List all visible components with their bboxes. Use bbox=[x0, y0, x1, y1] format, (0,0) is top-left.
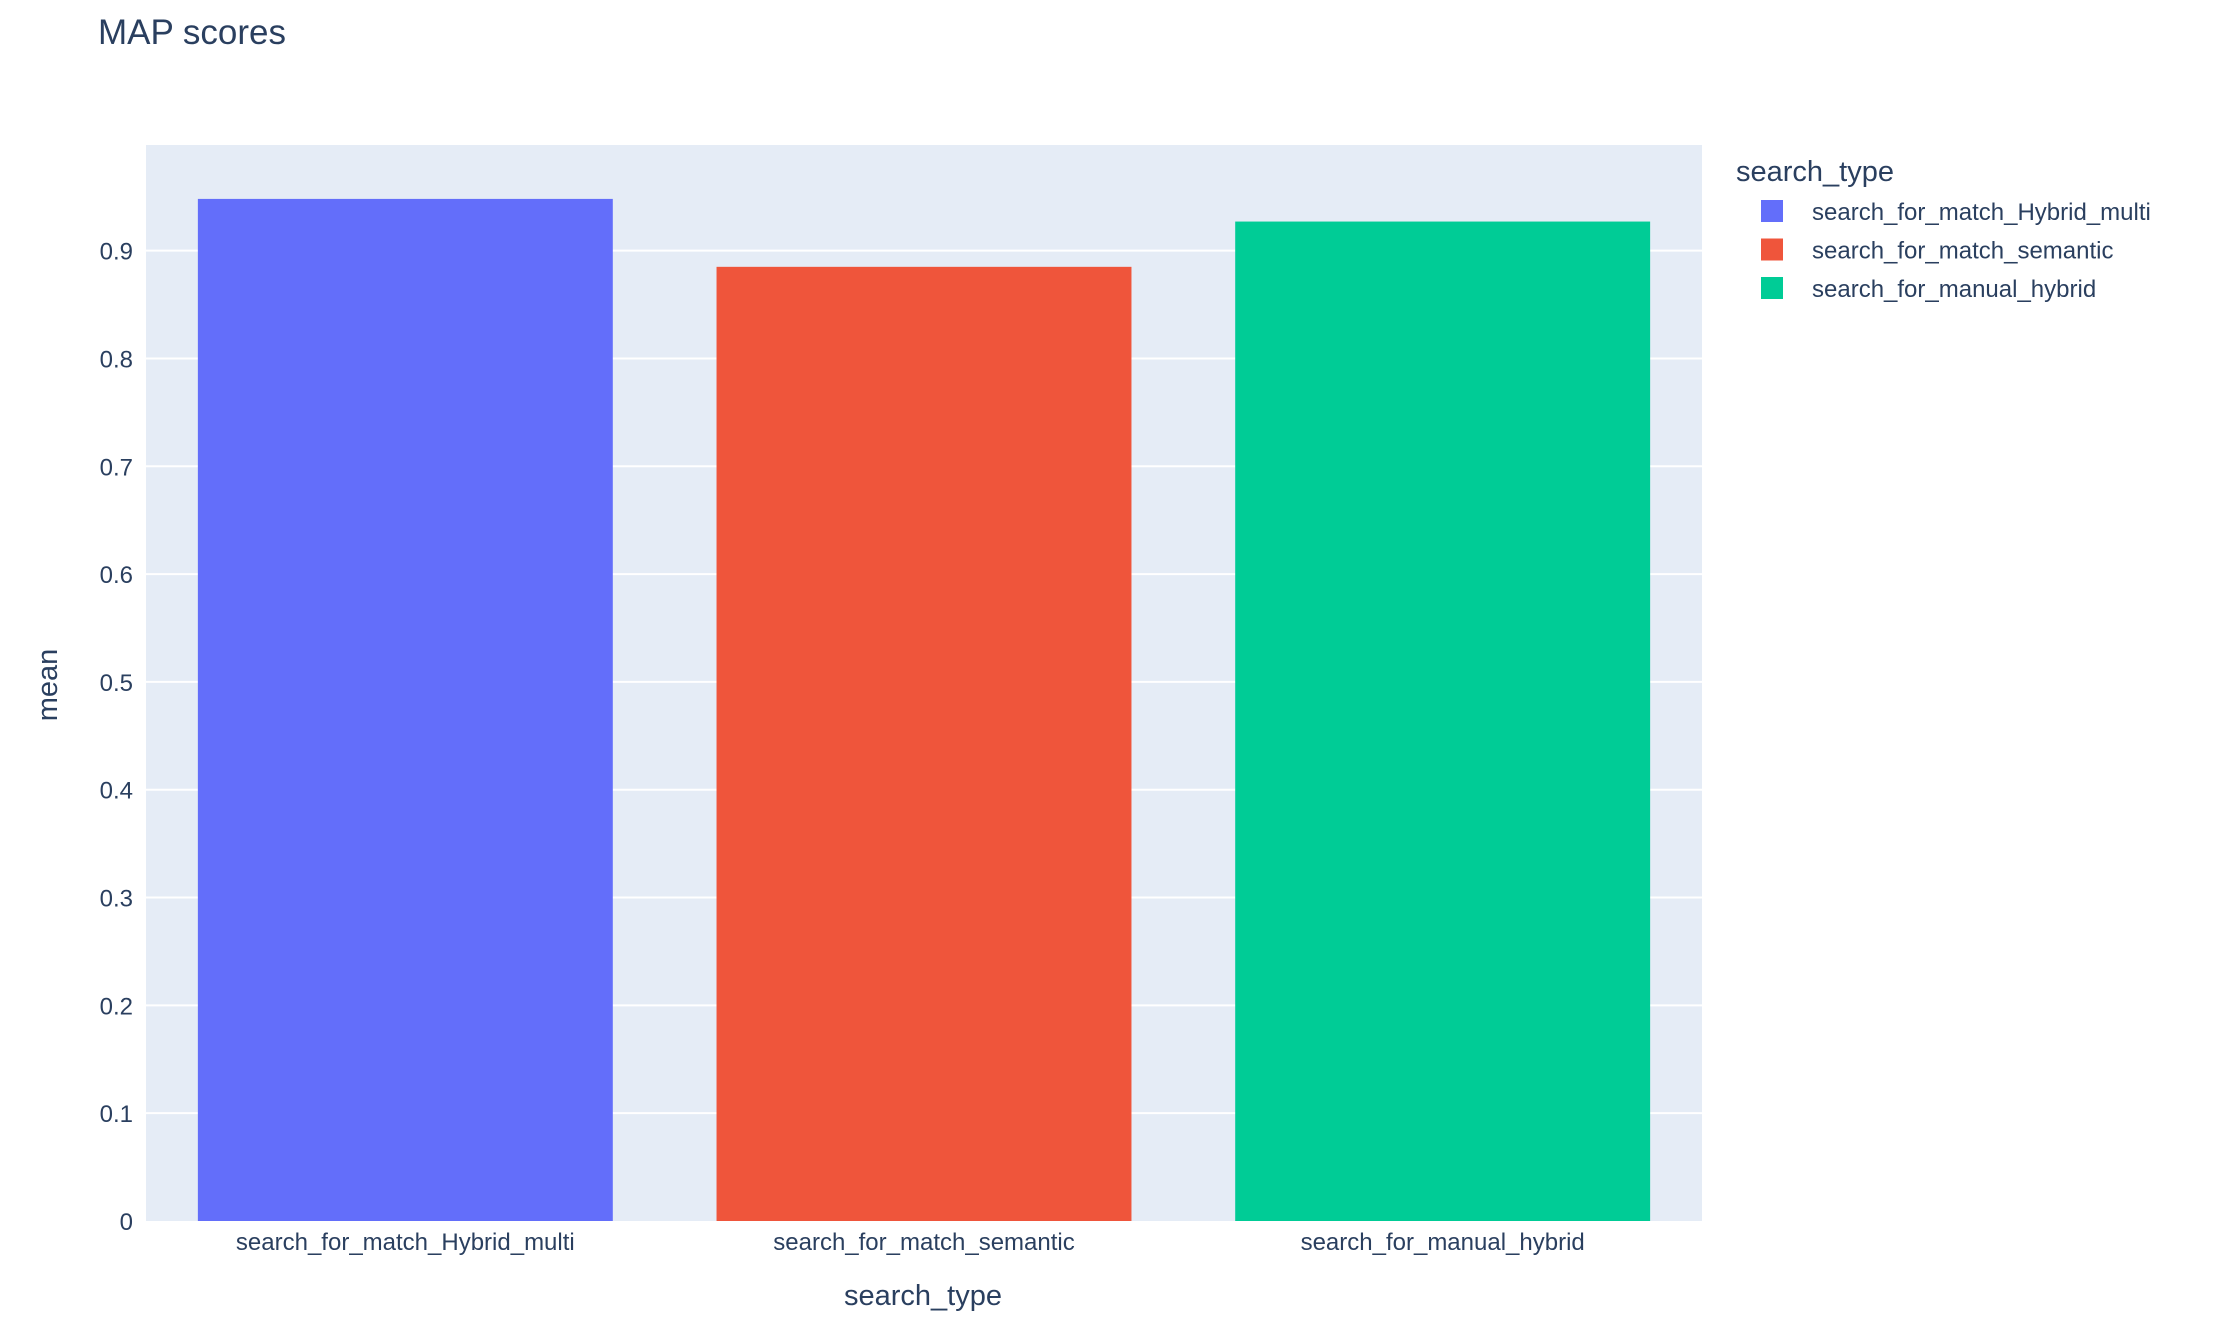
legend-item-label: search_for_match_semantic bbox=[1812, 238, 2113, 265]
legend-title: search_type bbox=[1736, 156, 1894, 188]
y-axis-title: mean bbox=[32, 649, 64, 722]
x-axis-title: search_type bbox=[844, 1280, 1002, 1312]
legend: search_type search_for_match_Hybrid_mult… bbox=[1736, 156, 2151, 303]
bar-2 bbox=[716, 266, 1132, 1221]
bar-1 bbox=[197, 198, 613, 1221]
y-tick-label: 0 bbox=[120, 1209, 133, 1236]
bar-3 bbox=[1235, 221, 1651, 1222]
y-tick-label: 0.3 bbox=[100, 886, 133, 913]
bars bbox=[197, 198, 1651, 1222]
y-tick-label: 0.4 bbox=[100, 778, 133, 805]
y-tick-label: 0.1 bbox=[100, 1101, 133, 1128]
legend-items: search_for_match_Hybrid_multi search_for_… bbox=[1761, 199, 2151, 303]
y-tick-label: 0.2 bbox=[100, 993, 133, 1020]
y-tick-label: 0.9 bbox=[100, 239, 133, 266]
legend-item-label: search_for_match_Hybrid_multi bbox=[1812, 199, 2151, 226]
x-tick-label: search_for_match_Hybrid_multi bbox=[236, 1229, 575, 1256]
y-tick-label: 0.8 bbox=[100, 346, 133, 373]
chart-title: MAP scores bbox=[98, 13, 286, 52]
x-tick-label: search_for_match_semantic bbox=[773, 1229, 1074, 1256]
y-tick-label: 0.6 bbox=[100, 562, 133, 589]
y-tick-label: 0.5 bbox=[100, 670, 133, 697]
legend-swatch bbox=[1761, 200, 1783, 222]
x-tick-label: search_for_manual_hybrid bbox=[1301, 1229, 1585, 1256]
y-axis-ticks: 0 0.1 0.2 0.3 0.4 0.5 0.6 0.7 0.8 0.9 bbox=[100, 239, 133, 1236]
legend-item-label: search_for_manual_hybrid bbox=[1812, 276, 2096, 303]
x-axis-ticks: search_for_match_Hybrid_multi search_for_… bbox=[236, 1229, 1585, 1256]
y-tick-label: 0.7 bbox=[100, 454, 133, 481]
legend-swatch bbox=[1761, 277, 1783, 299]
legend-swatch bbox=[1761, 238, 1783, 261]
